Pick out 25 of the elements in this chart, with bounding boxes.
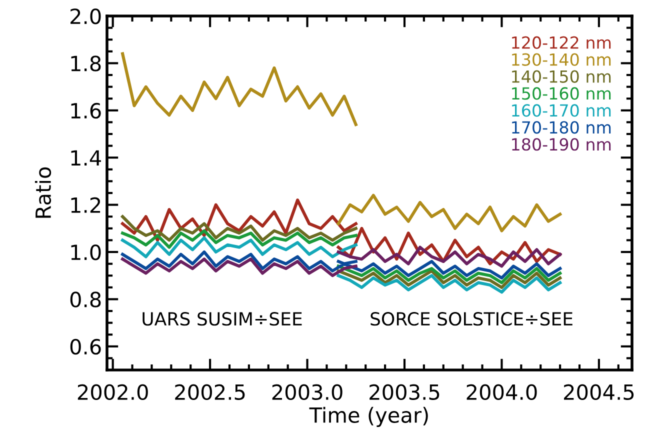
text: 150-160 nm (512, 87, 611, 100)
text: 170-180 nm (512, 121, 611, 134)
text: 130-140 nm (512, 53, 611, 66)
text: 180-190 nm (512, 138, 611, 151)
x-tick-label: 2004.0 (466, 384, 537, 400)
y-tick-label: 0.8 (70, 292, 101, 308)
x-tick-label: 2002.0 (78, 384, 148, 400)
text: 120-122 nm (512, 36, 611, 49)
y-axis-title: Ratio (34, 167, 52, 218)
text: 160-170 nm (512, 104, 611, 117)
text: 140-150 nm (512, 70, 611, 83)
annotation: UARS SUSIM÷SEE (142, 312, 302, 326)
y-tick-label: 1.4 (71, 150, 101, 166)
annotation: SORCE SOLSTICE÷SEE (370, 312, 572, 326)
x-tick-label: 2003.0 (272, 384, 342, 400)
x-tick-label: 2004.5 (564, 384, 634, 400)
x-tick-label: 2003.5 (370, 384, 440, 400)
y-tick-label: 2.0 (70, 8, 101, 24)
y-tick-label: 1.2 (71, 197, 100, 213)
y-tick-label: 1.8 (71, 56, 101, 72)
y-tick-label: 0.6 (70, 338, 101, 355)
x-tick-label: 2002.5 (175, 384, 245, 400)
x-axis-title: Time (year) (309, 406, 428, 427)
y-tick-label: 1.6 (71, 102, 101, 119)
y-tick-label: 1.0 (71, 244, 101, 260)
